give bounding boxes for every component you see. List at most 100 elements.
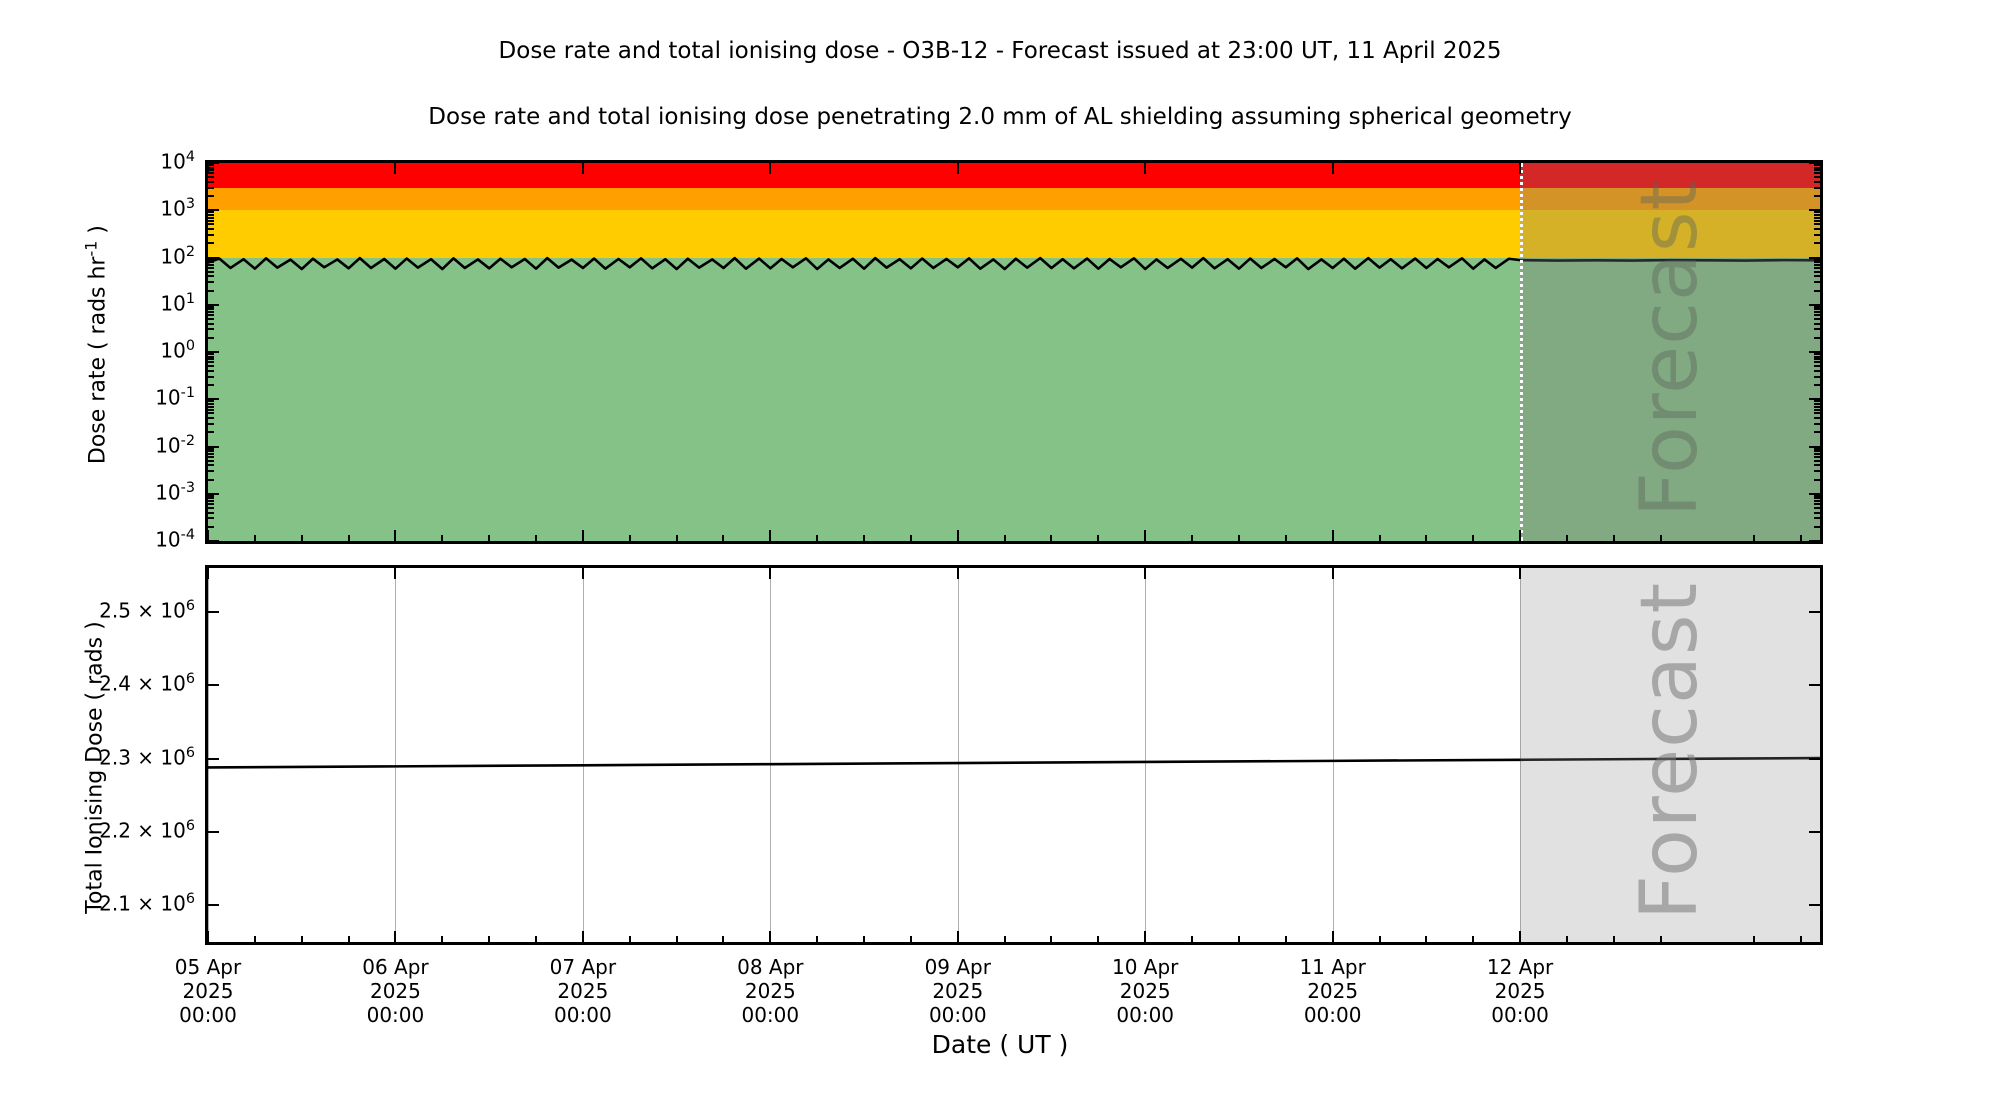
minor-tick-mark — [1814, 376, 1820, 378]
minor-tick-mark — [208, 376, 214, 378]
minor-tick-mark — [208, 423, 214, 425]
minor-tick-mark — [1814, 267, 1820, 269]
tick-mark — [769, 931, 771, 942]
figure-title: Dose rate and total ionising dose - O3B-… — [0, 38, 2000, 64]
minor-tick-mark — [1814, 406, 1820, 408]
minor-tick-mark — [1814, 172, 1820, 174]
minor-tick-mark — [208, 311, 214, 313]
minor-tick-mark — [1814, 261, 1820, 263]
minor-tick-mark — [1814, 470, 1820, 472]
minor-tick-mark — [1814, 526, 1820, 528]
minor-tick-mark — [208, 403, 214, 405]
minor-tick-mark — [1814, 281, 1820, 283]
tick-mark — [957, 931, 959, 942]
minor-tick-mark — [208, 470, 214, 472]
tick-mark — [1809, 758, 1820, 760]
minor-tick-mark — [441, 936, 443, 942]
ytick-label: 2.5 × 106 — [99, 598, 195, 622]
minor-tick-mark — [863, 535, 865, 541]
ytick-label-exponent: 6 — [186, 598, 195, 614]
minor-tick-mark — [1814, 214, 1820, 216]
ytick-label-mantissa: 10 — [155, 480, 180, 504]
ytick-label-exponent: -3 — [181, 480, 195, 496]
minor-tick-mark — [208, 176, 214, 178]
minor-tick-mark — [208, 181, 214, 183]
ytick-label-exponent: 6 — [186, 745, 195, 761]
minor-tick-mark — [1814, 271, 1820, 273]
total-dose-trace — [208, 568, 1820, 942]
minor-tick-mark — [1814, 503, 1820, 505]
minor-tick-mark — [1814, 242, 1820, 244]
minor-tick-mark — [208, 356, 214, 358]
minor-tick-mark — [1379, 936, 1381, 942]
minor-tick-mark — [208, 223, 214, 225]
ytick-label: 10-1 — [155, 385, 195, 409]
minor-tick-mark — [254, 535, 256, 541]
ytick-label-mantissa: 2.1 × 10 — [99, 892, 186, 916]
tick-mark — [582, 568, 584, 579]
minor-tick-mark — [1814, 337, 1820, 339]
ytick-label: 2.2 × 106 — [99, 818, 195, 842]
minor-tick-mark — [1814, 456, 1820, 458]
minor-tick-mark — [1814, 448, 1820, 450]
minor-tick-mark — [348, 936, 350, 942]
ytick-label-mantissa: 2.5 × 10 — [99, 598, 186, 622]
xtick-label: 10 Apr202500:00 — [1060, 955, 1230, 1027]
minor-tick-mark — [1814, 400, 1820, 402]
minor-tick-mark — [1379, 535, 1381, 541]
tick-mark — [582, 530, 584, 541]
tick-mark — [1144, 568, 1146, 579]
tick-mark — [769, 163, 771, 174]
ytick-label-exponent: 0 — [186, 338, 195, 354]
minor-tick-mark — [1814, 507, 1820, 509]
ytick-label: 100 — [160, 338, 195, 362]
minor-tick-mark — [1753, 936, 1755, 942]
dose-rate-axis-title-exponent: -1 — [81, 241, 100, 257]
ytick-label-mantissa: 10 — [160, 244, 185, 268]
tick-mark — [1809, 540, 1820, 542]
minor-tick-mark — [816, 535, 818, 541]
minor-tick-mark — [1814, 234, 1820, 236]
minor-tick-mark — [1814, 223, 1820, 225]
minor-tick-mark — [1566, 936, 1568, 942]
ytick-label: 10-2 — [155, 433, 195, 457]
dose-rate-trace — [208, 163, 1820, 541]
tick-mark — [1809, 904, 1820, 906]
xtick-day: 07 Apr — [498, 955, 668, 979]
tick-mark — [957, 163, 959, 174]
minor-tick-mark — [1814, 217, 1820, 219]
minor-tick-mark — [1097, 535, 1099, 541]
minor-tick-mark — [208, 234, 214, 236]
minor-tick-mark — [1814, 318, 1820, 320]
minor-tick-mark — [208, 464, 214, 466]
minor-tick-mark — [1814, 370, 1820, 372]
ytick-label-exponent: 3 — [186, 196, 195, 212]
tick-mark — [394, 931, 396, 942]
minor-tick-mark — [1814, 431, 1820, 433]
minor-tick-mark — [1814, 479, 1820, 481]
tick-mark — [1332, 568, 1334, 579]
minor-tick-mark — [208, 318, 214, 320]
minor-tick-mark — [208, 217, 214, 219]
minor-tick-mark — [208, 290, 214, 292]
minor-tick-mark — [629, 936, 631, 942]
minor-tick-mark — [1566, 535, 1568, 541]
minor-tick-mark — [535, 936, 537, 942]
minor-tick-mark — [1472, 936, 1474, 942]
figure-root: Dose rate and total ionising dose - O3B-… — [0, 0, 2000, 1100]
minor-tick-mark — [208, 409, 214, 411]
minor-tick-mark — [208, 456, 214, 458]
tick-mark — [208, 540, 219, 542]
ytick-label: 103 — [160, 196, 195, 220]
minor-tick-mark — [208, 308, 214, 310]
minor-tick-mark — [1097, 936, 1099, 942]
minor-tick-mark — [208, 314, 214, 316]
minor-tick-mark — [1814, 512, 1820, 514]
minor-tick-mark — [1814, 181, 1820, 183]
minor-tick-mark — [488, 535, 490, 541]
minor-tick-mark — [1814, 275, 1820, 277]
minor-tick-mark — [208, 195, 214, 197]
minor-tick-mark — [208, 323, 214, 325]
minor-tick-mark — [1814, 323, 1820, 325]
minor-tick-mark — [1814, 328, 1820, 330]
